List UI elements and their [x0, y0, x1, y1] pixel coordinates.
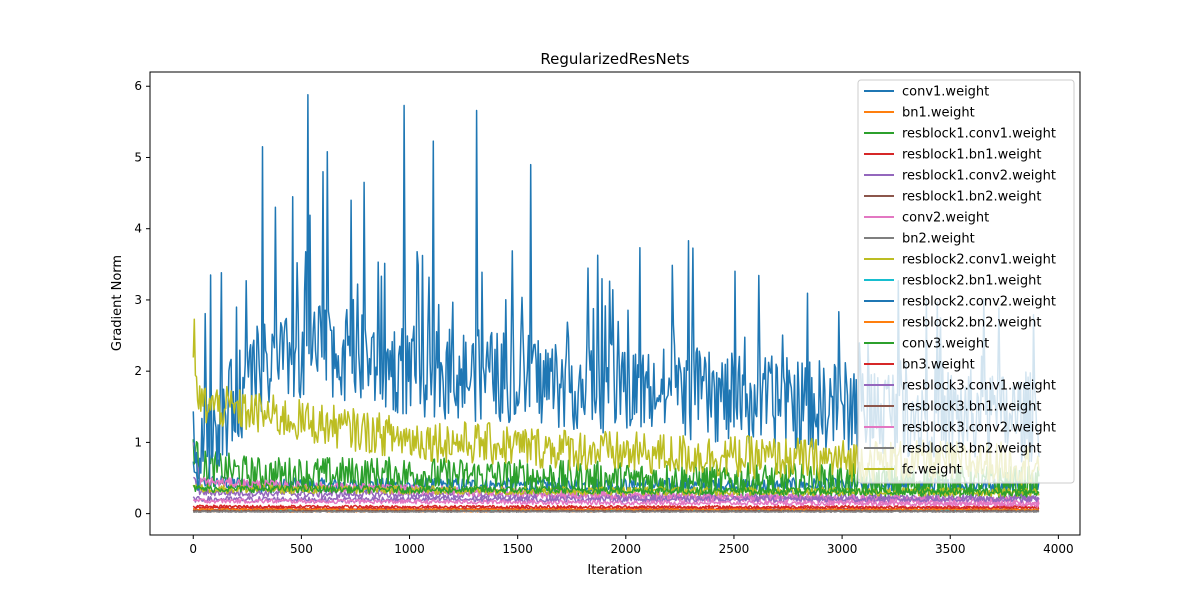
legend-label: resblock3.bn1.weight	[902, 400, 1041, 415]
x-tick-label: 2500	[719, 542, 750, 556]
legend-label: resblock3.bn2.weight	[902, 442, 1041, 457]
legend-label: resblock1.bn1.weight	[902, 148, 1041, 163]
legend-label: resblock2.bn2.weight	[902, 316, 1041, 331]
legend-label: resblock2.conv1.weight	[902, 253, 1056, 268]
y-tick-label: 1	[134, 435, 142, 449]
x-tick-label: 4000	[1043, 542, 1074, 556]
legend-label: conv1.weight	[902, 85, 989, 100]
y-axis-label: Gradient Norm	[110, 255, 125, 351]
legend-label: bn2.weight	[902, 232, 975, 247]
x-axis-label: Iteration	[587, 563, 642, 578]
series-line-2	[192, 439, 1040, 502]
x-tick-label: 500	[290, 542, 313, 556]
x-tick-label: 1000	[394, 542, 425, 556]
x-tick-label: 2000	[611, 542, 642, 556]
legend-label: conv3.weight	[902, 337, 989, 352]
x-tick-label: 3500	[935, 542, 966, 556]
legend-label: fc.weight	[902, 463, 962, 478]
y-tick-label: 2	[134, 364, 142, 378]
legend-label: resblock3.conv1.weight	[902, 379, 1056, 394]
legend-label: conv2.weight	[902, 211, 989, 226]
series-line-13	[192, 504, 1039, 510]
plot-frame	[149, 71, 1081, 536]
x-tick-label: 3000	[827, 542, 858, 556]
y-tick-label: 4	[134, 222, 142, 236]
chart-title: RegularizedResNets	[540, 50, 689, 68]
legend: conv1.weight bn1.weight resblock1.conv1.we…	[857, 79, 1075, 484]
legend-label: resblock3.conv2.weight	[902, 421, 1056, 436]
legend-label: resblock1.bn2.weight	[902, 190, 1041, 205]
y-tick-label: 0	[134, 507, 142, 521]
legend-label: resblock1.conv2.weight	[902, 169, 1056, 184]
legend-label: resblock1.conv1.weight	[902, 127, 1056, 142]
x-axis: 0 500 1000 1500 2000 2500 3000 3500 4000	[189, 535, 1074, 556]
legend-label: resblock2.conv2.weight	[902, 295, 1056, 310]
y-axis: 0 1 2 3 4 5 6	[134, 79, 150, 521]
legend-label: resblock2.bn1.weight	[902, 274, 1041, 289]
series-line-12	[192, 484, 1040, 497]
y-tick-label: 3	[134, 293, 142, 307]
legend-box	[857, 79, 1075, 484]
x-tick-label: 1500	[502, 542, 533, 556]
series-line-17	[193, 510, 1040, 513]
series-line-16	[192, 498, 1040, 508]
legend-label: bn1.weight	[902, 106, 975, 121]
y-tick-label: 5	[134, 150, 142, 164]
legend-label: bn3.weight	[902, 358, 975, 373]
y-tick-label: 6	[134, 79, 142, 93]
x-tick-label: 0	[189, 542, 197, 556]
